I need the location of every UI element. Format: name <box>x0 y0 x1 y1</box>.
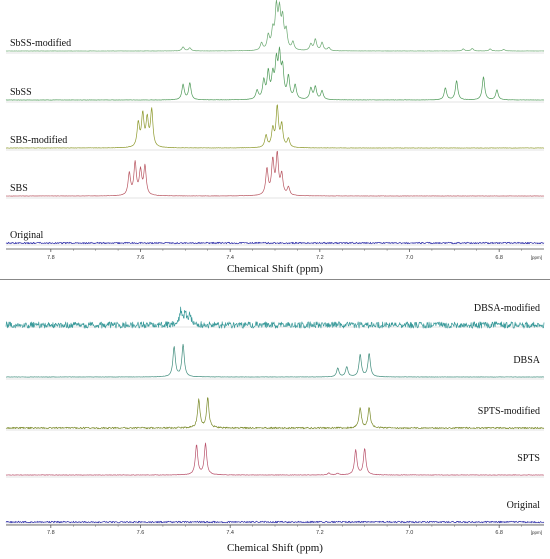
x-tick-label: 7.2 <box>316 530 324 536</box>
x-tick-label: 7.8 <box>47 530 55 536</box>
x-tick-label: 7.8 <box>47 255 55 261</box>
spectrum-original-line <box>5 241 545 245</box>
x-axis-label-top: Chemical Shift (ppm) <box>227 263 323 275</box>
series-label-sbs-modified: SBS-modified <box>10 135 67 146</box>
series-label-spts-modified: SPTS-modified <box>478 406 540 417</box>
spectrum-dbsa-modified-line <box>5 306 545 329</box>
series-label-dbsa: DBSA <box>513 355 540 366</box>
nmr-spectra-bottom: 7.8 7.6 7.4 7.2 7.0 6.8 [ppm] DBSA-modified DBSA… <box>5 303 545 536</box>
series-label-original: Original <box>10 230 44 241</box>
spectrum-original-line <box>5 520 545 524</box>
nmr-panel-top: 7.8 7.6 7.4 7.2 7.0 6.8 [ppm] SbSS-modified SbSS… <box>0 0 550 280</box>
x-tick-label: 7.0 <box>406 530 414 536</box>
nmr-panel-bottom: 7.8 7.6 7.4 7.2 7.0 6.8 [ppm] DBSA-modified DBSA… <box>0 281 550 559</box>
x-axis-label-bottom: Chemical Shift (ppm) <box>227 542 323 554</box>
x-tick-label: 7.6 <box>137 255 145 261</box>
spectrum-dbsa-line <box>5 343 545 378</box>
x-tick-label: 7.4 <box>226 530 234 536</box>
nmr-spectra-top: 7.8 7.6 7.4 7.2 7.0 6.8 [ppm] SbSS-modified SbSS… <box>5 0 545 261</box>
series-label-original: Original <box>507 500 541 511</box>
series-label-dbsa-modified: DBSA-modified <box>474 303 540 314</box>
spectrum-sbs-line <box>5 150 545 197</box>
x-tick-label: 6.8 <box>495 530 503 536</box>
series-label-spts: SPTS <box>517 453 540 464</box>
x-tick-label: 7.4 <box>226 255 234 261</box>
spectrum-spts-modified-line <box>5 397 545 430</box>
series-label-sbs: SBS <box>10 183 28 194</box>
spectrum-sbs-modified-line <box>5 104 545 149</box>
x-tick-label: 6.8 <box>495 255 503 261</box>
series-label-sbss: SbSS <box>10 87 32 98</box>
spectrum-sbss-modified-line <box>5 0 545 52</box>
x-unit-label: [ppm] <box>531 530 542 535</box>
spectrum-spts-line <box>5 442 545 476</box>
series-label-sbss-modified: SbSS-modified <box>10 38 71 49</box>
x-tick-label: 7.6 <box>137 530 145 536</box>
spectrum-sbss-line <box>5 46 545 101</box>
x-tick-label: 7.2 <box>316 255 324 261</box>
x-unit-label: [ppm] <box>531 255 542 260</box>
x-tick-label: 7.0 <box>406 255 414 261</box>
